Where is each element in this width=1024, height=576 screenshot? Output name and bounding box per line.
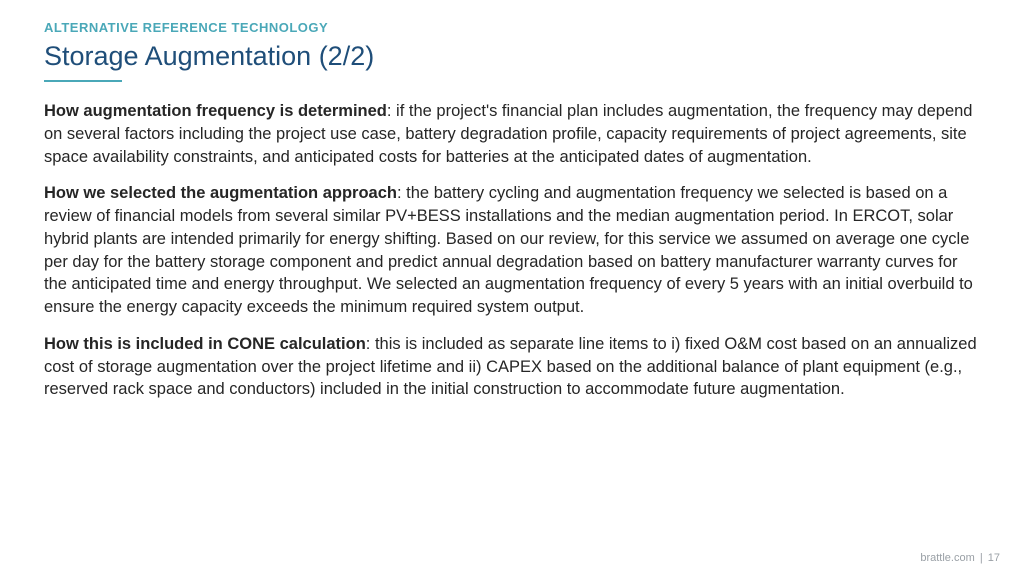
title-divider [44, 80, 122, 82]
paragraph-2: How we selected the augmentation approac… [44, 182, 980, 319]
paragraph-1-lead: How augmentation frequency is determined [44, 102, 387, 120]
section-eyebrow: ALTERNATIVE REFERENCE TECHNOLOGY [44, 20, 980, 35]
slide-footer: brattle.com | 17 [920, 552, 1000, 564]
paragraph-1: How augmentation frequency is determined… [44, 100, 980, 168]
footer-site: brattle.com [920, 552, 974, 564]
body-text: How augmentation frequency is determined… [44, 100, 980, 401]
page-title: Storage Augmentation (2/2) [44, 41, 980, 72]
paragraph-2-rest: : the battery cycling and augmentation f… [44, 184, 973, 316]
footer-separator: | [980, 552, 983, 564]
footer-page-number: 17 [988, 552, 1000, 564]
paragraph-2-lead: How we selected the augmentation approac… [44, 184, 397, 202]
paragraph-3-lead: How this is included in CONE calculation [44, 335, 366, 353]
paragraph-3: How this is included in CONE calculation… [44, 333, 980, 401]
slide: ALTERNATIVE REFERENCE TECHNOLOGY Storage… [0, 0, 1024, 576]
